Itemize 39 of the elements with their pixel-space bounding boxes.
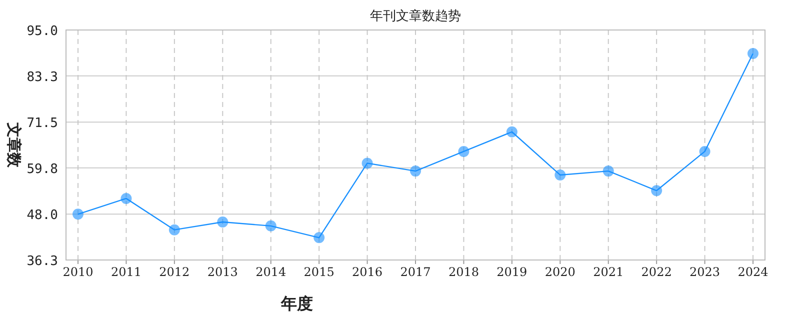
- point: [314, 232, 325, 244]
- point: [72, 208, 84, 220]
- x-tick-label: 2013: [207, 265, 238, 279]
- x-tick-label: 2016: [352, 265, 383, 279]
- point: [748, 48, 758, 60]
- x-tick-label: 2018: [448, 265, 479, 279]
- x-tick-label: 2012: [159, 265, 190, 279]
- point: [651, 185, 662, 196]
- y-axis-title: 文章数: [5, 122, 23, 168]
- point: [217, 216, 228, 228]
- y-tick-label: 71.5: [26, 116, 58, 132]
- x-tick-label: 2020: [544, 265, 576, 279]
- point: [458, 146, 470, 157]
- y-tick-label: 83.3: [26, 70, 58, 85]
- y-tick-label: 95.0: [26, 24, 58, 39]
- point: [120, 192, 132, 204]
- x-tick-label: 2014: [256, 265, 286, 279]
- x-tick-label: 2021: [593, 265, 624, 279]
- point: [168, 224, 180, 236]
- x-tick-label: 2015: [304, 265, 334, 279]
- x-tick-label: 2019: [496, 265, 528, 279]
- y-tick-label: 48.0: [26, 208, 58, 224]
- point: [410, 166, 421, 177]
- x-tick-label: 2023: [690, 265, 720, 279]
- point: [506, 126, 518, 138]
- chart-title: 年刊文章数趋势: [370, 9, 461, 24]
- x-tick-label: 2017: [400, 265, 431, 279]
- y-tick-label: 36.3: [26, 254, 58, 269]
- point: [554, 169, 566, 180]
- x-tick-label: 2010: [62, 265, 94, 279]
- x-tick-label: 2022: [641, 265, 672, 279]
- point: [602, 166, 614, 177]
- point: [362, 158, 373, 169]
- x-tick-label: 2011: [110, 265, 142, 279]
- x-tick-label: 2024: [738, 265, 769, 279]
- y-tick-label: 59.8: [26, 162, 58, 177]
- point: [699, 146, 710, 157]
- point: [265, 220, 276, 232]
- x-axis-title: 年度: [280, 294, 313, 313]
